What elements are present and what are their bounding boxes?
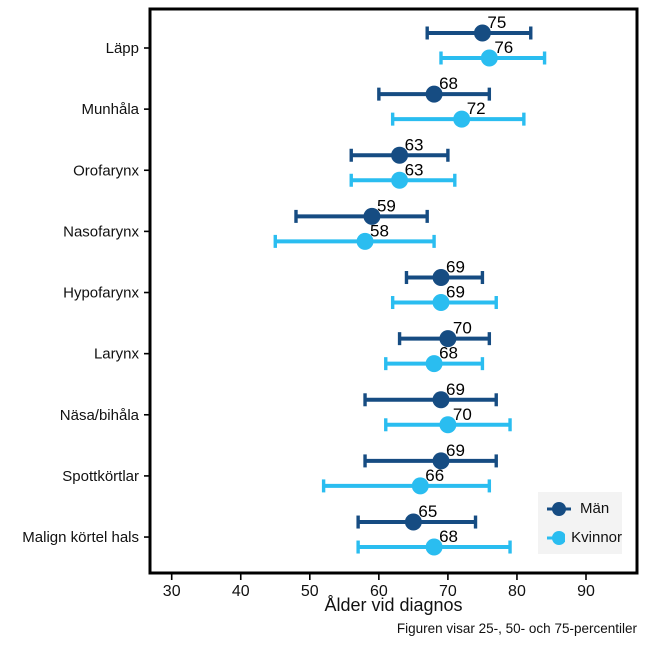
median-dot xyxy=(404,513,422,531)
median-value-label: 68 xyxy=(439,527,458,546)
median-dot xyxy=(432,452,450,470)
x-axis-title: Ålder vid diagnos xyxy=(324,595,463,615)
category-label: Malign körtel hals xyxy=(22,529,139,546)
legend: Män Kvinnor xyxy=(538,492,622,554)
median-value-label: 58 xyxy=(370,221,389,240)
median-dot xyxy=(432,294,450,312)
category-label: Näsa/bihåla xyxy=(60,407,140,424)
median-value-label: 70 xyxy=(453,405,472,424)
median-dot xyxy=(432,391,450,409)
median-value-label: 69 xyxy=(446,283,465,302)
x-tick-label: 80 xyxy=(508,583,526,600)
median-value-label: 75 xyxy=(487,13,506,32)
median-value-label: 70 xyxy=(453,319,472,338)
legend-entry-man: Män xyxy=(544,500,622,517)
median-dot xyxy=(439,416,457,434)
man-errorbar-marker-icon xyxy=(547,501,571,516)
category-label: Nasofarynx xyxy=(63,223,139,240)
category-label: Spottkörtlar xyxy=(62,468,139,485)
median-value-label: 63 xyxy=(405,135,424,154)
median-dot xyxy=(453,110,471,128)
x-tick-label: 30 xyxy=(163,583,181,600)
legend-entry-kvinnor: Kvinnor xyxy=(544,529,622,546)
category-label: Larynx xyxy=(94,346,140,363)
x-tick-label: 60 xyxy=(370,583,388,600)
median-dot xyxy=(391,146,409,164)
median-dot xyxy=(363,207,381,225)
median-dot xyxy=(411,477,429,495)
median-value-label: 68 xyxy=(439,344,458,363)
plot-border xyxy=(148,7,639,575)
median-value-label: 69 xyxy=(446,258,465,277)
category-label: Läpp xyxy=(106,40,139,57)
median-value-label: 59 xyxy=(377,196,396,215)
median-value-label: 68 xyxy=(439,74,458,93)
median-value-label: 69 xyxy=(446,441,465,460)
median-value-label: 76 xyxy=(494,38,513,57)
footnote: Figuren visar 25-, 50- och 75-percentile… xyxy=(396,621,637,636)
median-value-label: 72 xyxy=(467,99,486,118)
median-dot xyxy=(473,24,491,42)
legend-label-kvinnor: Kvinnor xyxy=(571,529,622,546)
median-value-label: 63 xyxy=(405,160,424,179)
median-dot xyxy=(439,330,457,348)
kvinnor-errorbar-marker-icon xyxy=(547,530,566,545)
median-value-label: 66 xyxy=(425,466,444,485)
median-dot xyxy=(356,232,374,250)
median-value-label: 65 xyxy=(418,502,437,521)
category-label: Hypofarynx xyxy=(63,285,139,302)
x-tick-label: 90 xyxy=(577,583,595,600)
category-label: Orofarynx xyxy=(73,162,139,179)
median-dot xyxy=(480,49,498,67)
x-tick-label: 50 xyxy=(301,583,319,600)
median-dot xyxy=(425,355,443,373)
median-value-label: 69 xyxy=(446,380,465,399)
x-tick-label: 40 xyxy=(232,583,250,600)
legend-label-man: Män xyxy=(580,500,610,517)
x-tick-label: 70 xyxy=(439,583,457,600)
median-dot xyxy=(425,85,443,103)
median-dot xyxy=(432,269,450,287)
median-dot xyxy=(425,538,443,556)
category-label: Munhåla xyxy=(81,101,139,118)
median-dot xyxy=(391,171,409,189)
